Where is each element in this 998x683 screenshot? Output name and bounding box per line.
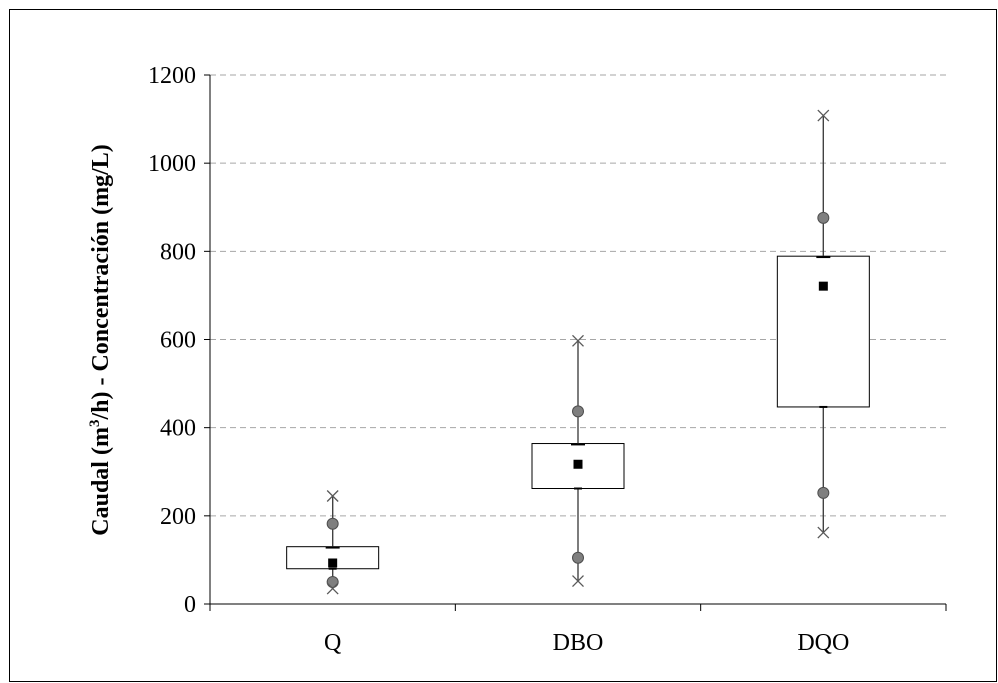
mean-marker xyxy=(573,459,583,469)
percentile-marker xyxy=(326,517,339,530)
x-tick-label: DQO xyxy=(797,630,849,656)
box-dqo xyxy=(776,109,870,539)
x-tick-label: Q xyxy=(324,630,341,656)
extreme-marker xyxy=(817,526,830,539)
x-tick-label: DBO xyxy=(553,630,604,656)
extreme-marker xyxy=(572,575,584,588)
extreme-marker xyxy=(572,334,584,347)
box-series xyxy=(286,109,870,595)
y-tick-label: 400 xyxy=(160,416,196,442)
y-tick-label: 1200 xyxy=(148,63,196,89)
extreme-marker xyxy=(326,582,339,595)
percentile-marker xyxy=(572,551,584,564)
mean-marker xyxy=(328,558,338,568)
y-tick-label: 0 xyxy=(184,592,196,618)
extreme-marker xyxy=(817,109,830,122)
extreme-marker xyxy=(326,490,339,502)
percentile-marker xyxy=(817,486,830,499)
y-tick-label: 1000 xyxy=(148,151,196,177)
y-axis-ticks: 0 200 400 600 800 1000 1200 xyxy=(148,63,210,618)
box-dbo xyxy=(531,334,625,588)
box-q xyxy=(286,490,380,595)
box-rect xyxy=(776,255,870,408)
percentile-marker xyxy=(572,405,584,418)
percentile-marker xyxy=(817,211,830,224)
y-tick-label: 600 xyxy=(160,328,196,354)
y-tick-label: 800 xyxy=(160,239,196,265)
mean-marker xyxy=(818,281,828,291)
percentile-marker xyxy=(326,575,339,588)
x-axis-ticks: Q DBO DQO xyxy=(209,604,947,656)
y-axis-title: Caudal (m3/h) - Concentración (mg/L) xyxy=(87,144,114,535)
y-tick-label: 200 xyxy=(160,504,196,530)
